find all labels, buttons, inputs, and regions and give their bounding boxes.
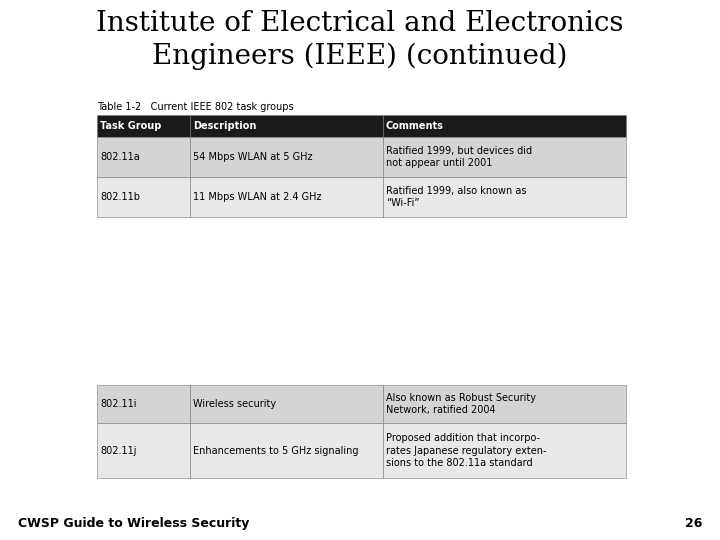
Text: Table 1-2   Current IEEE 802 task groups: Table 1-2 Current IEEE 802 task groups bbox=[97, 102, 294, 112]
Text: 802.11b: 802.11b bbox=[100, 192, 140, 202]
Text: Description: Description bbox=[193, 121, 256, 131]
Text: Proposed addition that incorpo-
rates Japanese regulatory exten-
sions to the 80: Proposed addition that incorpo- rates Ja… bbox=[386, 433, 546, 468]
Text: Institute of Electrical and Electronics
Engineers (IEEE) (continued): Institute of Electrical and Electronics … bbox=[96, 10, 624, 70]
Text: Task Group: Task Group bbox=[100, 121, 161, 131]
Text: Ratified 1999, but devices did
not appear until 2001: Ratified 1999, but devices did not appea… bbox=[386, 146, 532, 168]
Bar bbox=[383, 423, 626, 478]
Bar bbox=[190, 385, 383, 423]
Bar bbox=[383, 385, 626, 423]
Text: 54 Mbps WLAN at 5 GHz: 54 Mbps WLAN at 5 GHz bbox=[193, 152, 312, 162]
Text: 11 Mbps WLAN at 2.4 GHz: 11 Mbps WLAN at 2.4 GHz bbox=[193, 192, 321, 202]
Bar bbox=[383, 115, 626, 137]
Bar bbox=[190, 177, 383, 217]
Text: Comments: Comments bbox=[386, 121, 444, 131]
Bar bbox=[383, 137, 626, 177]
Text: 802.11a: 802.11a bbox=[100, 152, 140, 162]
Text: 26: 26 bbox=[685, 517, 702, 530]
Text: Also known as Robust Security
Network, ratified 2004: Also known as Robust Security Network, r… bbox=[386, 393, 536, 415]
Bar bbox=[190, 423, 383, 478]
Text: 802.11j: 802.11j bbox=[100, 446, 137, 456]
Text: Wireless security: Wireless security bbox=[193, 399, 276, 409]
Bar bbox=[190, 115, 383, 137]
Text: CWSP Guide to Wireless Security: CWSP Guide to Wireless Security bbox=[18, 517, 249, 530]
Bar bbox=[190, 137, 383, 177]
Text: 802.11i: 802.11i bbox=[100, 399, 137, 409]
Bar bbox=[97, 385, 190, 423]
Text: Enhancements to 5 GHz signaling: Enhancements to 5 GHz signaling bbox=[193, 446, 359, 456]
Bar bbox=[383, 177, 626, 217]
Bar bbox=[97, 423, 190, 478]
Bar bbox=[97, 115, 190, 137]
Bar bbox=[97, 137, 190, 177]
Bar bbox=[97, 177, 190, 217]
Text: Ratified 1999, also known as
“Wi-Fi”: Ratified 1999, also known as “Wi-Fi” bbox=[386, 186, 526, 208]
